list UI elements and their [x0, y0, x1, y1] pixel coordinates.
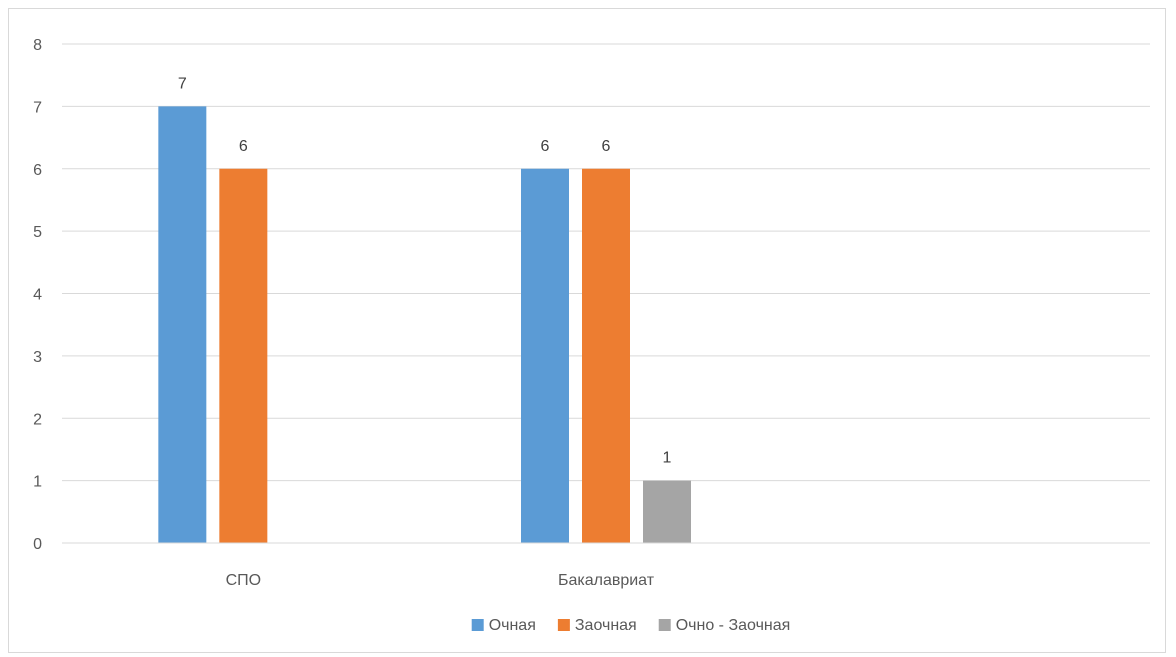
bar [643, 480, 691, 543]
x-axis: СПО Бакалавриат [62, 542, 1150, 589]
legend-label: Очно - Заочная [676, 617, 791, 634]
y-tick-label: 1 [33, 474, 42, 491]
x-category-label: СПО [226, 572, 262, 589]
data-label: 6 [602, 138, 611, 155]
data-labels: 7 6 6 6 1 [178, 75, 672, 466]
y-tick-label: 4 [33, 287, 42, 304]
bar [158, 106, 207, 543]
y-tick-label: 2 [33, 411, 42, 428]
legend-swatch [658, 619, 671, 631]
y-tick-label: 8 [33, 37, 42, 54]
legend-label: Заочная [575, 617, 637, 634]
y-tick-label: 3 [33, 349, 42, 366]
y-tick-label: 6 [33, 162, 42, 179]
legend: Очная Заочная Очно - Заочная [471, 617, 791, 634]
bars [158, 106, 691, 543]
legend-swatch [471, 619, 484, 631]
data-label: 6 [239, 138, 248, 155]
y-axis: 0 1 2 3 4 5 6 7 8 [33, 37, 42, 553]
x-category-label: Бакалавриат [558, 572, 655, 589]
data-label: 1 [663, 450, 672, 467]
bar [582, 168, 630, 543]
y-tick-label: 7 [33, 99, 42, 116]
data-label: 6 [541, 138, 550, 155]
y-tick-label: 5 [33, 224, 42, 241]
bar [521, 168, 569, 543]
data-label: 7 [178, 75, 187, 92]
y-tick-label: 0 [33, 536, 42, 553]
legend-label: Очная [489, 617, 536, 634]
legend-swatch [557, 619, 570, 631]
bar [219, 168, 268, 543]
